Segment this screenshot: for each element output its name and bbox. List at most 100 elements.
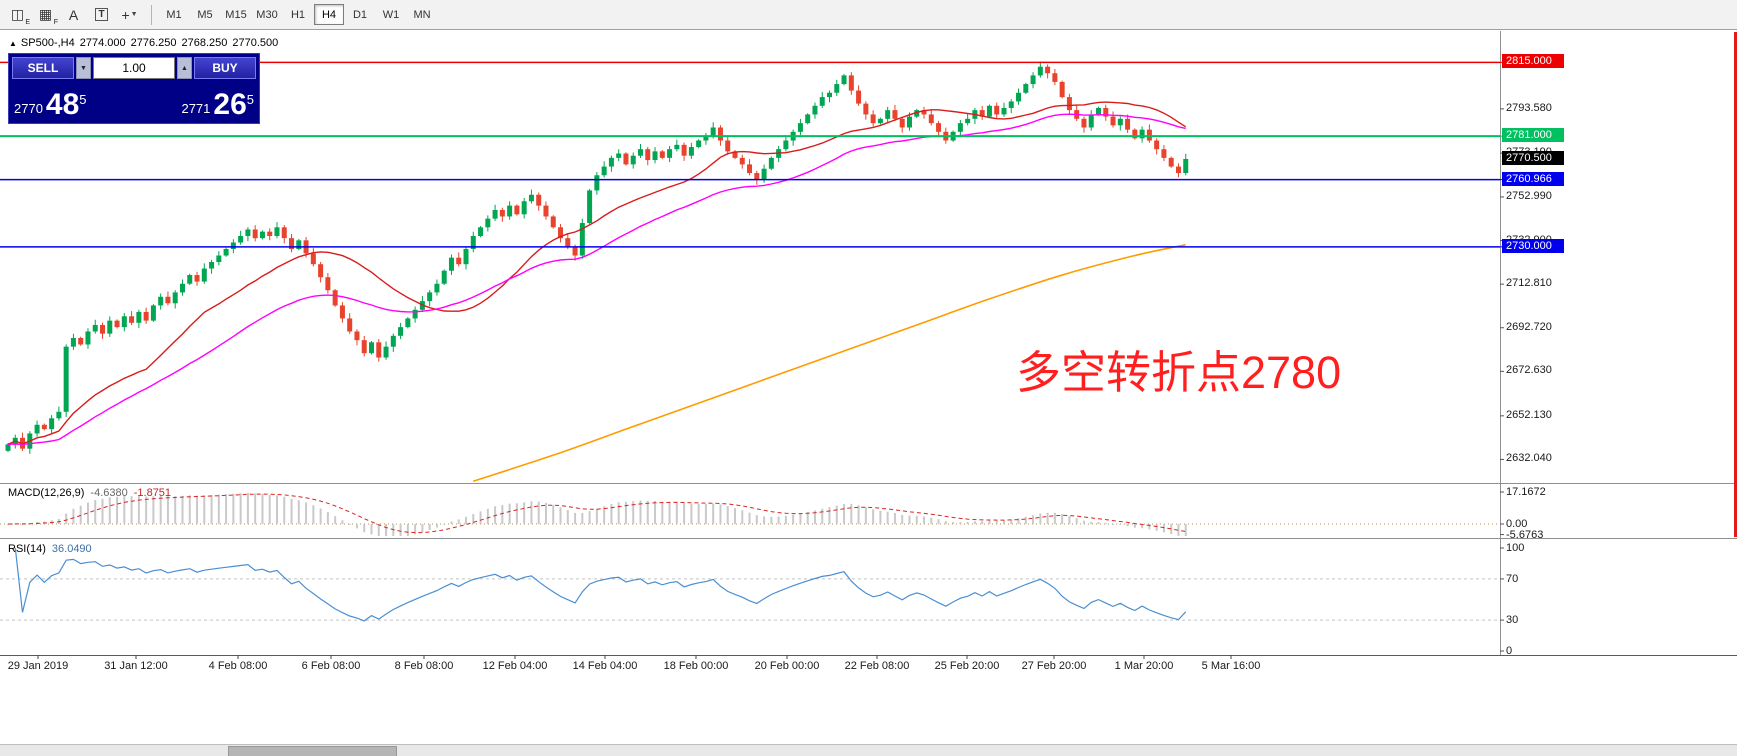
sell-button[interactable]: SELL: [12, 57, 74, 79]
macd-value-main: -4.6380: [90, 487, 128, 499]
toolbar-separator: [151, 4, 152, 25]
ask-pipette: 5: [246, 92, 254, 107]
ohlc-low: 2768.250: [181, 37, 228, 49]
time-axis-label: 29 Jan 2019: [7, 660, 69, 672]
timeframe-button-H4[interactable]: H4: [314, 4, 344, 25]
tool-badge: F: [53, 19, 58, 26]
chart-type-icon-glyph: ◫: [10, 6, 25, 22]
time-axis-label: 1 Mar 20:00: [1114, 660, 1174, 672]
timeframe-button-M30[interactable]: M30: [252, 4, 282, 25]
rsi-value: 36.0490: [51, 543, 92, 555]
rsi-panel: [0, 547, 1500, 622]
chart-annotation-text[interactable]: 多空转折点2780: [1016, 347, 1342, 398]
level-price-tag: 2815.000: [1502, 54, 1564, 69]
time-axis-label: 31 Jan 12:00: [104, 660, 168, 672]
rsi-name: RSI(14): [8, 543, 46, 555]
level-price-tag: 2730.000: [1502, 238, 1564, 253]
textbox-tool-icon[interactable]: T: [88, 3, 115, 26]
time-axis-label: 22 Feb 08:00: [844, 660, 910, 672]
rsi-indicator-label: RSI(14) 36.0490: [8, 543, 98, 555]
scrollbar-thumb[interactable]: [228, 746, 397, 756]
textbox-tool-icon-glyph: T: [95, 8, 108, 21]
time-axis-label: 14 Feb 04:00: [572, 660, 638, 672]
time-axis-label: 25 Feb 20:00: [934, 660, 1000, 672]
timeframe-button-M15[interactable]: M15: [221, 4, 251, 25]
price-axis-label: 2652.130: [1506, 408, 1552, 421]
ma-fast: [7, 101, 1187, 445]
ask-prefix: 2771: [181, 101, 211, 116]
price-axis-label: 2632.040: [1506, 452, 1552, 465]
tool-badge: E: [25, 19, 30, 26]
volume-input[interactable]: [93, 57, 175, 79]
time-axis-label: 20 Feb 00:00: [754, 660, 820, 672]
time-axis-label: 8 Feb 08:00: [394, 660, 454, 672]
symbol-period-label: SP500-,H4: [20, 37, 75, 49]
rsi-axis-label: 100: [1506, 542, 1525, 554]
rsi-axis-label: 30: [1506, 614, 1519, 627]
toolbar: ◫ E ▦ F A T + ▼ M1 M5 M15 M30 H1 H4 D1 W1 MN: [0, 0, 1737, 30]
horizontal-scrollbar[interactable]: [0, 744, 1737, 756]
ask-price[interactable]: 2771 26 5: [181, 90, 254, 120]
chart-info: ▲ SP500-,H4 2774.000 2776.250 2768.250 2770.5…: [9, 37, 283, 49]
text-tool-icon[interactable]: A: [60, 3, 87, 26]
ma-slow: [473, 243, 1186, 482]
time-axis-label: 5 Mar 16:00: [1201, 660, 1261, 672]
current-price-tag: 2770.500: [1502, 150, 1564, 165]
buy-button[interactable]: BUY: [194, 57, 256, 79]
volume-decrease-button[interactable]: ▼: [76, 57, 91, 79]
macd-axis-label: 0.00: [1506, 518, 1528, 530]
window-edge-marker: [1734, 32, 1737, 537]
level-price-tag: 2760.966: [1502, 171, 1564, 186]
bid-prefix: 2770: [14, 101, 43, 116]
macd-panel: [0, 492, 1500, 536]
ohlc-open: 2774.000: [79, 37, 126, 49]
price-axis-label: 2692.720: [1506, 320, 1552, 333]
rsi-axis-label: 0: [1506, 645, 1513, 657]
timeframe-button-H1[interactable]: H1: [283, 4, 313, 25]
ask-big-digits: 26: [213, 88, 247, 121]
price-axis-label: 2752.990: [1506, 189, 1552, 202]
text-tool-icon-glyph: A: [68, 6, 79, 23]
macd-axis-label: -5.6763: [1506, 528, 1544, 541]
price-axis-label: 2793.580: [1506, 101, 1552, 114]
ohlc-close: 2770.500: [232, 37, 279, 49]
trade-panel-quotes: 2770 48 5 2771 26 5: [12, 79, 256, 120]
time-axis-label: 12 Feb 04:00: [482, 660, 548, 672]
rsi-axis-label: 70: [1506, 572, 1519, 585]
trade-panel-controls: SELL ▼ ▲ BUY: [12, 57, 256, 79]
ma-mid: [7, 113, 1186, 445]
bid-pipette: 5: [79, 92, 87, 107]
macd-indicator-label: MACD(12,26,9) -4.6380 -1.8751: [8, 487, 177, 499]
time-axis-label: 6 Feb 08:00: [301, 660, 361, 672]
expand-triangle-icon[interactable]: ▲: [9, 39, 17, 48]
timeframe-button-W1[interactable]: W1: [376, 4, 406, 25]
timeframe-button-M1[interactable]: M1: [159, 4, 189, 25]
time-axis-label: 27 Feb 20:00: [1021, 660, 1087, 672]
drawing-tools-group: ◫ E ▦ F A T + ▼: [4, 3, 144, 26]
timeframe-button-MN[interactable]: MN: [407, 4, 437, 25]
crosshair-tool-icon-glyph: +: [121, 6, 130, 23]
chart-type-icon[interactable]: ◫ E: [4, 3, 31, 26]
grid-icon-glyph: ▦: [38, 6, 53, 22]
dropdown-arrow-icon[interactable]: ▼: [130, 11, 138, 18]
timeframe-group: M1 M5 M15 M30 H1 H4 D1 W1 MN: [159, 4, 438, 25]
ohlc-high: 2776.250: [130, 37, 177, 49]
bid-price[interactable]: 2770 48 5: [14, 90, 87, 120]
price-axis-label: 2672.630: [1506, 364, 1552, 377]
price-axis-label: 2712.810: [1506, 277, 1552, 290]
macd-name: MACD(12,26,9): [8, 487, 85, 499]
macd-value-signal: -1.8751: [133, 487, 172, 499]
time-axis-label: 18 Feb 00:00: [663, 660, 729, 672]
crosshair-tool-icon[interactable]: + ▼: [116, 3, 143, 26]
level-price-tag: 2781.000: [1502, 128, 1564, 143]
timeframe-button-D1[interactable]: D1: [345, 4, 375, 25]
macd-axis-label: 17.1672: [1506, 486, 1546, 498]
bid-big-digits: 48: [45, 88, 80, 121]
time-axis-label: 4 Feb 08:00: [208, 660, 268, 672]
volume-increase-button[interactable]: ▲: [177, 57, 192, 79]
grid-icon[interactable]: ▦ F: [32, 3, 59, 26]
timeframe-button-M5[interactable]: M5: [190, 4, 220, 25]
